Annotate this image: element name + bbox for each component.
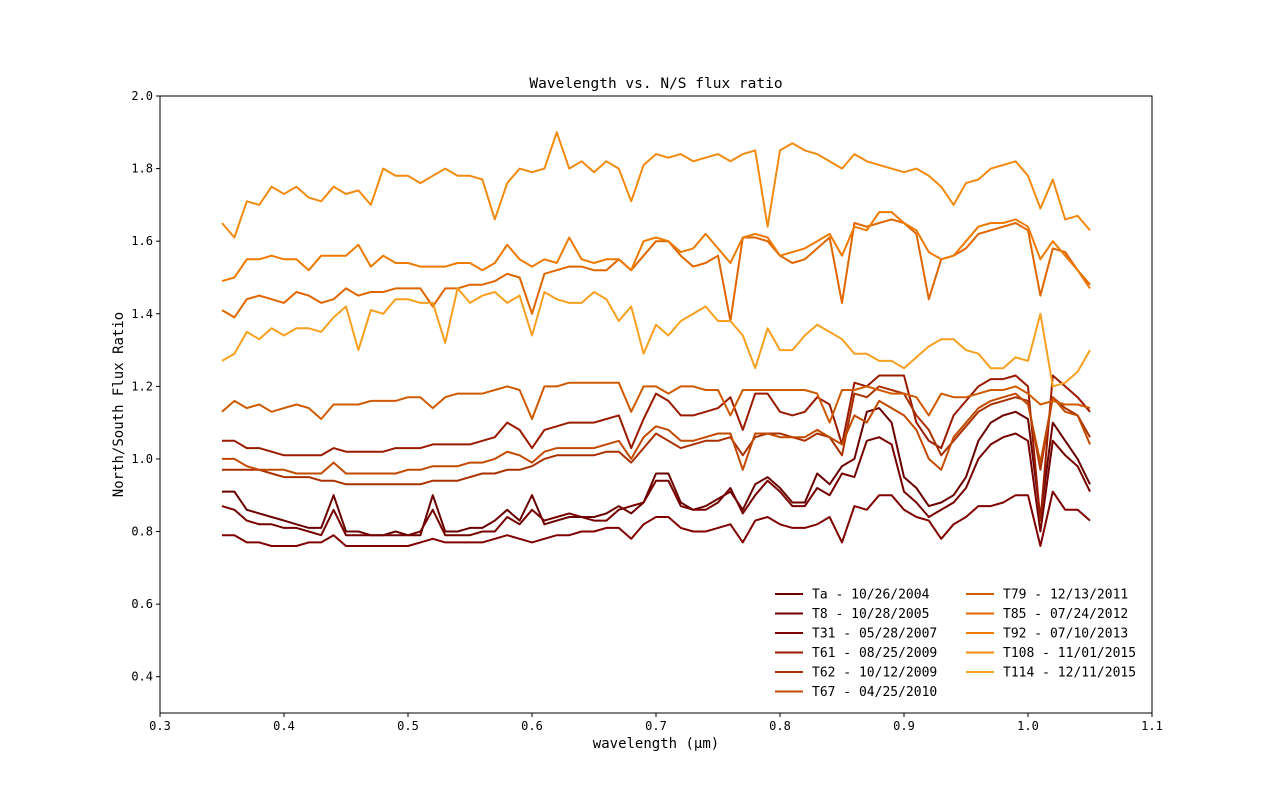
legend-label: T62 - 10/12/2009 bbox=[812, 666, 937, 681]
plot-lines bbox=[221, 131, 1091, 547]
y-tick-label: 0.4 bbox=[131, 670, 153, 684]
legend-label: T67 - 04/25/2010 bbox=[812, 685, 937, 700]
legend-label: Ta - 10/26/2004 bbox=[812, 588, 930, 603]
series-line-1 bbox=[222, 407, 1091, 537]
series-line-5 bbox=[222, 385, 1091, 486]
series-line-6 bbox=[222, 392, 1091, 475]
x-tick-label: 0.4 bbox=[273, 719, 295, 733]
series-line-9 bbox=[221, 211, 1091, 289]
x-tick-label: 0.3 bbox=[149, 719, 171, 733]
series-line-4 bbox=[222, 374, 1091, 522]
x-tick-label: 0.7 bbox=[645, 719, 667, 733]
legend-label: T31 - 05/28/2007 bbox=[812, 627, 937, 642]
y-axis: 0.4 0.6 0.8 1.0 1.2 1.4 1.6 1.8 2.0 bbox=[131, 89, 160, 684]
legend-label: T114 - 12/11/2015 bbox=[1003, 666, 1136, 681]
y-tick-label: 1.4 bbox=[131, 307, 153, 321]
series-line-3 bbox=[222, 490, 1091, 547]
y-tick-label: 1.2 bbox=[131, 379, 153, 393]
y-tick-label: 0.6 bbox=[131, 597, 153, 611]
x-tick-label: 0.5 bbox=[397, 719, 419, 733]
y-tick-label: 2.0 bbox=[131, 89, 153, 103]
chart-title: Wavelength vs. N/S flux ratio bbox=[529, 76, 782, 92]
legend: Ta - 10/26/2004 T8 - 10/28/2005 T31 - 05/2… bbox=[775, 588, 1136, 700]
x-tick-label: 1.0 bbox=[1017, 719, 1039, 733]
legend-label: T61 - 08/25/2009 bbox=[812, 646, 937, 661]
legend-label: T85 - 07/24/2012 bbox=[1003, 607, 1128, 622]
x-tick-label: 0.8 bbox=[769, 719, 791, 733]
x-axis: 0.3 0.4 0.5 0.6 0.7 0.8 0.9 1.0 1.1 bbox=[149, 713, 1163, 733]
x-tick-label: 1.1 bbox=[1141, 719, 1163, 733]
legend-label: T92 - 07/10/2013 bbox=[1003, 627, 1128, 642]
series-line-10 bbox=[221, 131, 1091, 239]
y-tick-label: 1.0 bbox=[131, 452, 153, 466]
x-tick-label: 0.6 bbox=[521, 719, 543, 733]
series-line-7 bbox=[221, 381, 1091, 424]
series-line-11 bbox=[221, 287, 1091, 388]
y-tick-label: 0.8 bbox=[131, 525, 153, 539]
x-tick-label: 0.9 bbox=[893, 719, 915, 733]
y-tick-label: 1.8 bbox=[131, 162, 153, 176]
y-axis-label: North/South Flux Ratio bbox=[111, 312, 127, 497]
legend-label: T108 - 11/01/2015 bbox=[1003, 646, 1136, 661]
legend-label: T79 - 12/13/2011 bbox=[1003, 588, 1128, 603]
series-line-2 bbox=[221, 432, 1091, 537]
legend-label: T8 - 10/28/2005 bbox=[812, 607, 929, 622]
x-axis-label: wavelength (μm) bbox=[593, 736, 719, 752]
y-tick-label: 1.6 bbox=[131, 234, 153, 248]
